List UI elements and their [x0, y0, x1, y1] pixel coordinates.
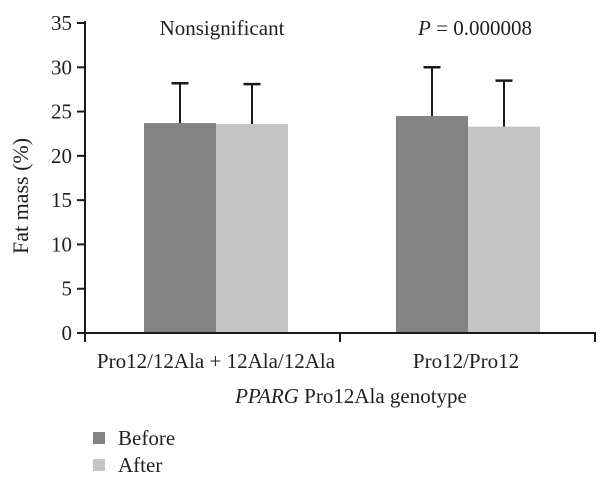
y-tick-label: 5 [62, 277, 73, 301]
legend-label-after: After [118, 452, 163, 477]
legend-label-before: Before [118, 425, 176, 450]
x-category-label-1: Pro12/12Ala + 12Ala/12Ala [96, 349, 336, 373]
annotation-text: Nonsignificant [159, 16, 285, 40]
y-tick-label: 15 [51, 188, 72, 212]
bar-before-group2 [396, 116, 468, 333]
y-tick-label: 25 [51, 100, 72, 124]
x-category-label-2: Pro12/Pro12 [412, 349, 520, 373]
bar-after-group1 [216, 123, 288, 333]
y-tick-label: 35 [51, 11, 72, 35]
legend-swatch-before [93, 432, 105, 444]
x-axis-title-rest: Pro12Ala genotype [298, 384, 467, 408]
legend-swatch-after [93, 459, 105, 471]
y-tick-label: 30 [51, 55, 72, 79]
bar-before-group1 [144, 123, 216, 333]
p-value-text: = 0.000008 [430, 16, 532, 40]
annotation-nonsignificant: Nonsignificant [72, 16, 372, 40]
x-axis-title-gene: PPARG [235, 384, 299, 408]
y-tick-label: 0 [62, 321, 73, 345]
legend-item-before: Before [93, 425, 175, 451]
y-tick-label: 10 [51, 232, 72, 256]
x-axis-title: PPARG Pro12Ala genotype [201, 384, 501, 408]
y-tick-label: 20 [51, 144, 72, 168]
chart-plot-area: 0 5 10 15 20 25 30 35 [51, 11, 596, 345]
annotation-p-value: P = 0.000008 [325, 16, 610, 40]
p-symbol: P [418, 16, 431, 40]
y-axis-title: Fat mass (%) [8, 137, 33, 255]
legend-item-after: After [93, 452, 162, 478]
bar-after-group2 [468, 126, 540, 333]
